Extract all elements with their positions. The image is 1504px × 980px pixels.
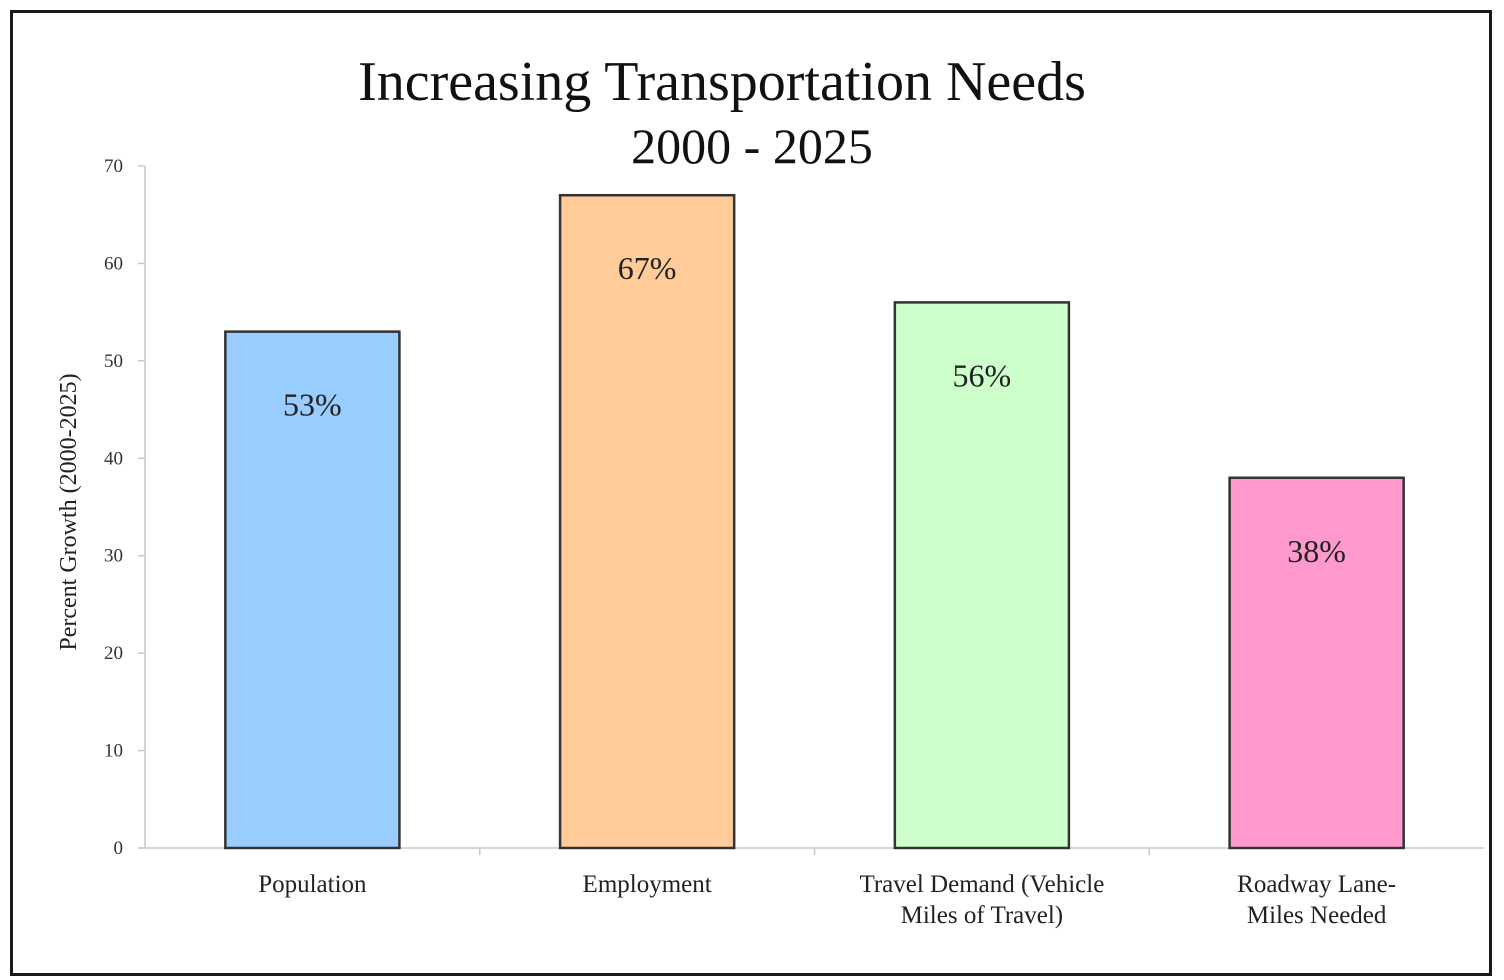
category-label: Miles of Travel) — [901, 902, 1064, 929]
y-tick-label: 0 — [114, 838, 124, 859]
category-label: Population — [258, 871, 367, 898]
y-tick-label: 60 — [104, 253, 123, 274]
y-tick-label: 30 — [104, 546, 123, 567]
y-tick-label: 50 — [104, 351, 123, 372]
bars — [224, 193, 1405, 850]
y-tick-label: 70 — [104, 156, 123, 177]
y-tick-label: 40 — [104, 448, 123, 469]
y-tick-label: 10 — [104, 741, 123, 762]
category-label: Travel Demand (Vehicle — [859, 871, 1104, 898]
labels: 53% Population 67% Employment 56% Travel Dema… — [258, 250, 1396, 929]
bar — [893, 301, 1071, 850]
y-axis-label: Percent Growth (2000-2025) — [56, 373, 82, 650]
category-label: Miles Needed — [1247, 902, 1387, 929]
category-label: Employment — [583, 871, 712, 898]
data-label: 56% — [953, 357, 1012, 393]
data-label: 67% — [618, 250, 677, 286]
chart-title: Increasing Transportation Needs — [358, 51, 1086, 113]
bar — [224, 330, 401, 850]
y-tick-label: 20 — [104, 643, 123, 664]
chart-subtitle: 2000 - 2025 — [631, 118, 873, 174]
data-label: 53% — [283, 387, 342, 423]
category-label: Roadway Lane- — [1237, 871, 1396, 898]
data-label: 38% — [1287, 533, 1346, 569]
bar — [558, 193, 736, 850]
bar — [1228, 476, 1405, 850]
